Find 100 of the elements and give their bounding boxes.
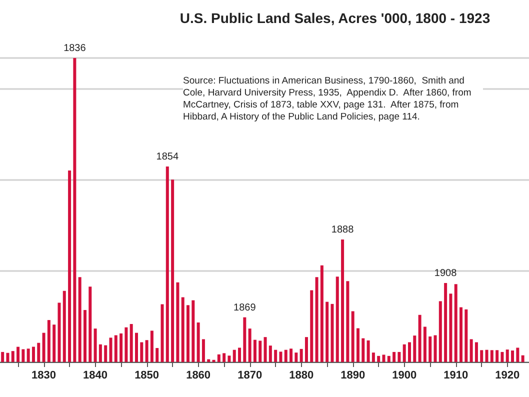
bar — [156, 348, 159, 362]
bar — [47, 320, 50, 362]
bar — [336, 276, 339, 362]
bar — [304, 337, 308, 362]
bar — [521, 355, 524, 362]
bar — [248, 328, 252, 362]
x-tick-label: 1840 — [83, 370, 108, 382]
bar — [32, 346, 35, 362]
bar — [83, 310, 86, 362]
bar — [22, 349, 25, 362]
annotation: 1836 — [64, 43, 86, 54]
bar — [264, 337, 267, 362]
bar — [150, 330, 154, 362]
x-tick-label: 1860 — [186, 370, 211, 382]
bar — [434, 335, 437, 362]
bar — [42, 332, 46, 362]
annotation: 1888 — [331, 224, 354, 236]
bar — [232, 350, 236, 362]
x-tick-label: 1870 — [238, 370, 262, 382]
bar — [402, 344, 406, 362]
bar — [279, 352, 282, 362]
bar — [104, 345, 108, 362]
x-tick-label: 1910 — [444, 370, 468, 382]
bar — [470, 339, 473, 362]
bar — [413, 336, 416, 362]
bar — [346, 281, 350, 362]
x-tick-label: 1880 — [289, 370, 314, 382]
annotation: 1908 — [434, 268, 458, 279]
bar — [58, 302, 61, 362]
bar — [274, 350, 278, 362]
bar — [284, 350, 288, 362]
bar — [428, 336, 432, 362]
x-tick-label: 1850 — [134, 370, 160, 382]
bar — [356, 328, 360, 362]
bar — [300, 348, 303, 362]
bar — [120, 333, 123, 362]
bar — [423, 326, 426, 362]
bar — [207, 359, 210, 362]
bar — [6, 352, 10, 362]
bar — [228, 356, 231, 362]
bar — [181, 297, 184, 362]
bar — [98, 344, 102, 362]
bar — [140, 342, 144, 362]
bar — [222, 353, 226, 362]
bar — [202, 339, 205, 362]
bar — [11, 351, 14, 362]
bar — [166, 166, 169, 362]
bar — [444, 282, 448, 362]
x-tick-label: 1920 — [495, 370, 520, 382]
bar — [94, 328, 97, 362]
bar — [268, 346, 272, 362]
bar — [377, 356, 380, 362]
annotation: 1869 — [234, 302, 256, 314]
bar — [392, 352, 396, 362]
bar — [382, 354, 386, 362]
bar — [238, 348, 242, 362]
bar — [506, 350, 509, 362]
bar — [290, 348, 293, 362]
bar — [1, 352, 4, 362]
annotation: 1854 — [156, 152, 179, 163]
bar — [52, 324, 56, 362]
bar — [192, 300, 195, 362]
bar — [362, 338, 365, 362]
bar — [351, 311, 354, 362]
bar — [171, 180, 174, 362]
bar — [372, 352, 375, 362]
bar — [490, 350, 494, 362]
bar — [398, 352, 401, 362]
bar — [366, 340, 370, 362]
bar — [387, 356, 390, 362]
bar — [500, 352, 504, 362]
bar — [253, 340, 256, 362]
bar — [130, 324, 133, 362]
bar — [310, 290, 314, 362]
bar — [460, 307, 463, 362]
bar — [88, 286, 92, 362]
bar — [160, 304, 164, 362]
bar — [68, 170, 72, 362]
bar — [480, 350, 484, 362]
bar — [114, 335, 118, 362]
bar — [217, 354, 220, 362]
bar — [516, 348, 520, 362]
bar — [474, 342, 478, 362]
bar — [258, 340, 262, 362]
bar — [26, 348, 30, 362]
x-tick-label: 1900 — [392, 370, 417, 382]
annotation: Source: Fluctuations in American Business, 1790-1860, Smith and Cole, Harvard University Press, 1935, Appendix D. After 1860, from McCartney, Crisis of 1873, table XXV, page 131. After 1875, from Hibbard, A History of the Public Land Policies, page 114. — [183, 76, 474, 122]
bar — [62, 290, 66, 362]
bar — [124, 327, 128, 362]
bar — [135, 332, 138, 362]
bar — [330, 304, 334, 362]
bar — [418, 314, 422, 362]
bar — [78, 277, 82, 362]
bar — [341, 239, 344, 362]
bar — [408, 342, 411, 362]
bar — [37, 342, 40, 362]
bar — [454, 284, 458, 362]
bar — [485, 350, 488, 362]
bar — [511, 350, 514, 362]
bar — [109, 338, 112, 362]
